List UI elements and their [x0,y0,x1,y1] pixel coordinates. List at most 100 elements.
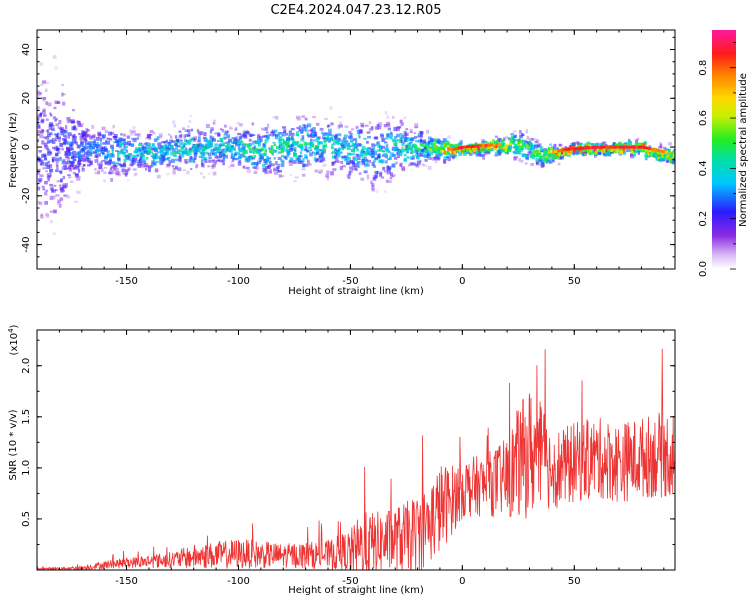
spectrogram-cell [238,160,242,163]
spectrogram-cell [352,147,355,151]
spectrogram-cell [285,133,289,136]
spectrogram-cell [48,175,52,178]
spectrogram-cell [303,141,307,146]
spectrogram-cell [73,134,76,137]
spectrogram-cell [166,173,171,176]
spectrogram-cell [598,149,602,152]
spectrogram-cell [39,134,44,139]
spectrogram-cell [641,143,644,146]
spectrogram-cell [312,127,316,131]
spectrogram-cell [272,132,276,136]
spectrogram-cell [628,141,633,146]
spectrogram-cell [79,135,83,141]
spectrogram-cell [59,184,62,187]
spectrogram-cell [423,153,427,158]
spectrogram-cell [337,153,341,158]
spectrogram-cell [368,121,372,125]
spectrogram-cell [273,167,276,170]
spectrogram-cell [74,200,78,203]
spectrogram-ridge-cell [637,145,641,149]
spectrogram-cell [143,142,147,145]
spectrogram-cell [393,154,396,157]
spectrogram-cell [549,160,552,164]
spectrogram-cell [42,187,46,191]
spectrogram-cell [51,188,54,193]
spectrogram-cell [146,142,151,147]
spectrogram-cell [159,161,164,165]
spectrogram-cell [68,160,72,163]
spectrogram-cell [268,161,272,164]
spectrogram-cell [38,201,43,205]
spectrogram-cell [139,156,142,160]
spectrogram-cell [334,161,337,163]
spectrogram-cell [383,153,388,156]
spectrogram-cell [637,151,640,155]
spectrogram-cell [508,137,511,140]
spectrogram-cell [76,156,80,159]
spectrogram-cell [55,153,59,157]
spectrogram-cell [284,143,289,147]
spectrogram-cell [635,139,638,144]
spectrogram-cell [113,168,117,171]
spectrogram-cell [156,136,160,141]
spectrogram-y-tick-label: 0 [21,144,32,150]
spectrogram-cell [300,129,304,134]
spectrogram-cell [312,116,316,119]
spectrogram-cell [326,170,330,175]
spectrogram-cell [68,119,72,123]
spectrogram-cell [184,161,188,165]
spectrogram-cell [115,172,119,176]
spectrogram-cell [393,142,397,146]
spectrogram-cell [331,155,337,159]
spectrogram-cell [210,127,214,131]
spectrogram-cell [54,100,59,104]
spectrogram-cell [57,132,60,136]
spectrogram-cell [319,158,324,163]
spectrogram-cell [521,146,524,150]
spectrogram-cell [45,88,48,92]
spectrogram-cell [197,140,201,143]
spectrogram-cell [503,137,506,142]
spectrogram-cell [396,128,400,132]
spectrogram-cell [268,164,272,169]
spectrogram-cell [487,149,491,152]
spectrogram-cell [651,150,654,155]
spectrogram-cell [120,150,125,154]
spectrogram-cell [393,173,396,176]
spectrogram-cell [479,148,483,153]
spectrogram-cell [337,124,341,129]
spectrogram-cell [39,163,43,166]
spectrogram-cell [129,131,134,136]
spectrogram-cell [231,160,234,163]
spectrogram-cell [227,141,231,145]
spectrogram-cell [66,141,70,145]
spectrogram-cell [149,130,154,133]
spectrogram-cell [263,152,267,157]
spectrogram-cell [403,153,407,157]
spectrogram-cell [290,144,294,147]
spectrogram-cell [89,146,93,149]
spectrogram-cell [371,161,375,166]
spectrogram-cell [462,147,467,152]
spectrogram-cell [83,138,87,143]
spectrogram-cell [192,146,196,151]
spectrogram-cell [231,158,235,162]
spectrogram-cell [540,160,543,165]
spectrogram-cell [277,156,282,160]
spectrogram-cell [310,138,313,142]
spectrogram-cell [212,171,217,176]
spectrogram-cell [193,138,197,142]
spectrogram-cell [366,140,369,144]
spectrogram-cell [261,127,265,131]
spectrogram-cell [243,165,246,169]
spectrogram-cell [517,158,521,162]
spectrogram-cell [389,133,393,138]
spectrogram-cell [396,139,400,142]
spectrogram-cell [281,146,285,150]
spectrogram-cell [49,168,54,173]
spectrogram-cell [125,145,128,149]
spectrogram-cell [214,143,219,147]
spectrogram-cell [346,155,349,159]
spectrogram-cell [386,133,390,138]
spectrogram-cell [380,133,384,137]
